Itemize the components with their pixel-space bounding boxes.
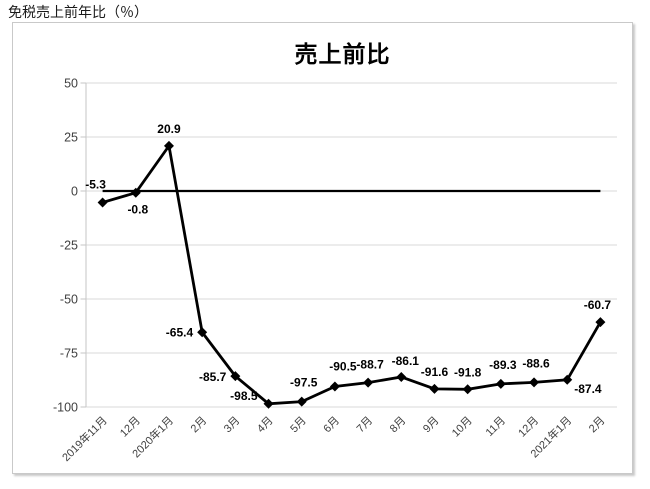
- data-label: -0.8: [127, 203, 148, 217]
- y-axis-label: 50: [64, 77, 78, 91]
- x-axis-label: 7月: [355, 415, 376, 436]
- x-axis-label: 10月: [450, 415, 475, 440]
- y-axis-label: -75: [60, 347, 78, 361]
- data-point-marker[interactable]: [595, 317, 606, 328]
- data-label: -88.6: [522, 356, 550, 370]
- series-line[interactable]: [102, 142, 602, 406]
- data-point-marker[interactable]: [230, 371, 241, 382]
- data-label: -88.7: [356, 358, 384, 372]
- data-label: -60.7: [584, 298, 612, 312]
- data-label: -87.4: [574, 382, 602, 396]
- x-axis-label: 11月: [484, 415, 508, 439]
- data-label: -97.5: [290, 376, 318, 390]
- x-axis-label: 2月: [189, 415, 210, 436]
- y-axis-label: -50: [60, 293, 78, 307]
- x-axis-label: 4月: [255, 415, 276, 436]
- data-point-marker[interactable]: [429, 383, 440, 394]
- data-point-marker[interactable]: [396, 371, 407, 382]
- data-label: -90.5: [329, 359, 357, 373]
- data-point-marker[interactable]: [562, 374, 573, 385]
- data-point-marker[interactable]: [97, 197, 108, 208]
- chart-container[interactable]: 50 25 0 -25 -50 -75 -100 2019年11月 12月 2020年1月 2月 3月…: [12, 22, 633, 474]
- x-axis-label: 12月: [118, 415, 143, 440]
- data-point-marker[interactable]: [197, 327, 208, 338]
- data-point-marker[interactable]: [363, 377, 374, 388]
- x-axis-label: 2019年11月: [59, 413, 110, 464]
- data-label: 20.9: [157, 122, 181, 136]
- data-point-marker[interactable]: [163, 140, 174, 151]
- data-label: -91.6: [421, 365, 449, 379]
- data-point-marker[interactable]: [263, 398, 274, 409]
- x-axis-label: 6月: [321, 415, 342, 436]
- chart-title: 売上前比: [294, 41, 391, 67]
- data-label: -85.7: [199, 370, 227, 384]
- x-axis-label: 12月: [516, 415, 541, 440]
- x-axis-label: 5月: [288, 415, 309, 436]
- y-axis-label: 25: [64, 131, 78, 145]
- y-axis-label: -100: [53, 401, 78, 415]
- chart-sheet-label: 免税売上前年比（％）: [8, 4, 148, 20]
- x-axis-label: 3月: [222, 415, 243, 436]
- data-label: -5.3: [85, 177, 106, 191]
- data-point-marker[interactable]: [296, 396, 307, 407]
- x-axis-label: 2月: [587, 415, 608, 436]
- x-axis-label: 9月: [421, 415, 442, 436]
- data-point-marker[interactable]: [130, 187, 141, 198]
- data-label: -91.8: [454, 365, 482, 379]
- data-point-marker[interactable]: [329, 381, 340, 392]
- data-label: -65.4: [166, 325, 194, 339]
- data-point-marker[interactable]: [462, 384, 473, 395]
- data-label: -98.5: [230, 389, 258, 403]
- data-label: -89.3: [489, 358, 517, 372]
- y-axis-label: 0: [71, 185, 78, 199]
- data-label: -86.1: [392, 354, 420, 368]
- data-point-marker[interactable]: [529, 377, 540, 388]
- y-axis-label: -25: [60, 239, 78, 253]
- data-point-marker[interactable]: [495, 378, 506, 389]
- x-axis-label: 8月: [388, 415, 409, 436]
